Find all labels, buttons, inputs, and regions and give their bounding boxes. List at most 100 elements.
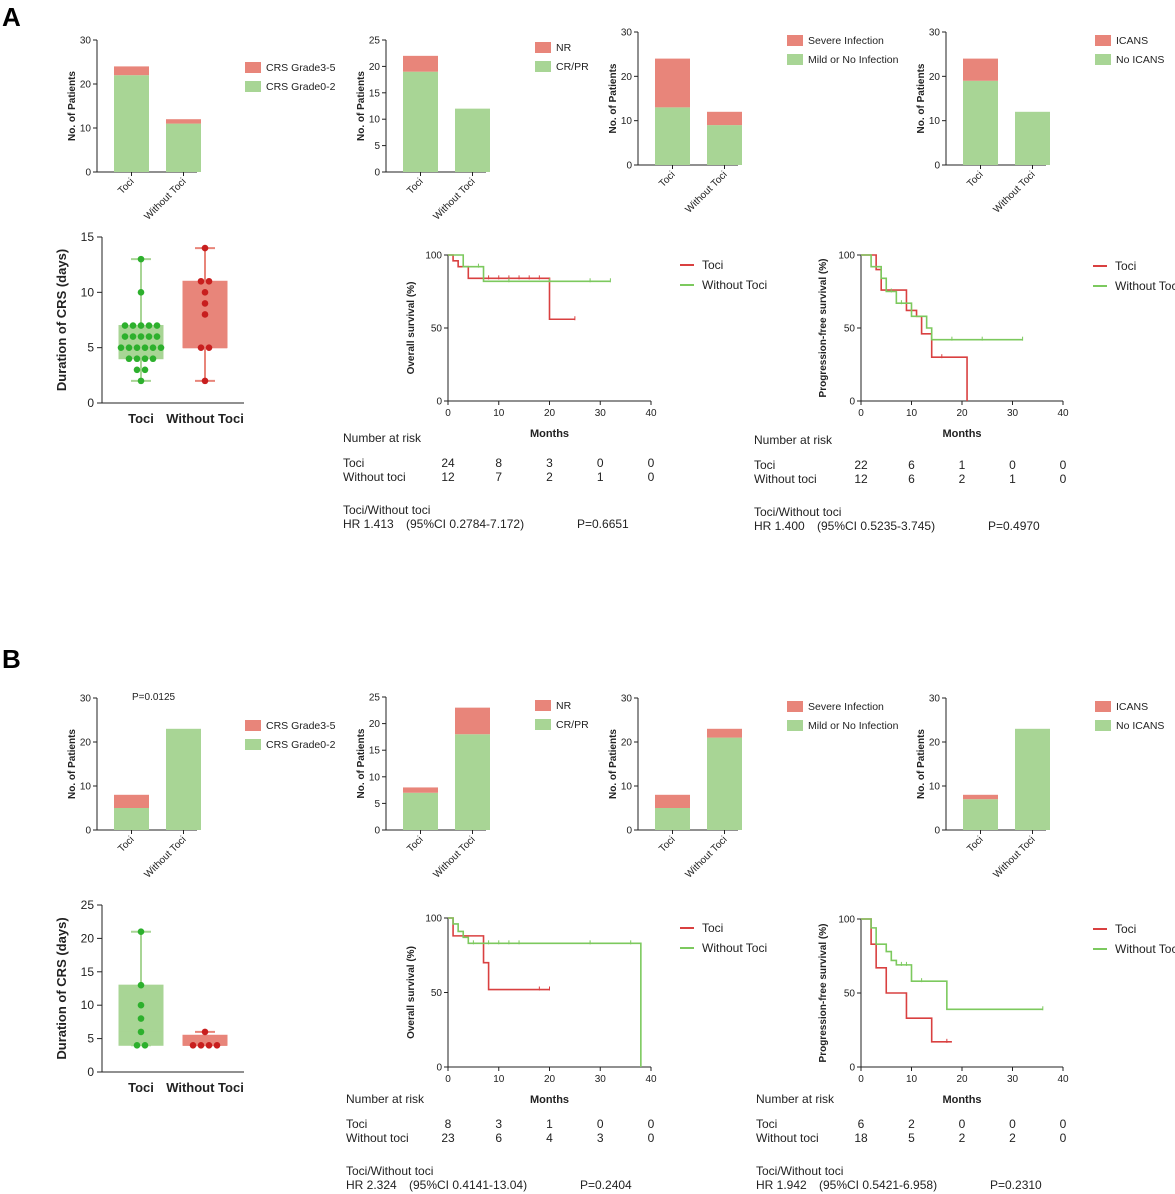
bar-without-toci-lower — [707, 125, 742, 165]
bar-without-toci-upper — [455, 707, 490, 735]
legend-label: CR/PR — [556, 61, 589, 73]
legend-label: Without Toci — [702, 941, 767, 955]
risk-table-title: Number at risk — [756, 1092, 835, 1106]
y-tick-label: 15 — [369, 746, 381, 757]
box-iqr — [118, 984, 164, 1046]
data-point — [137, 1015, 145, 1022]
risk-count: 8 — [445, 1117, 452, 1131]
confidence-interval: (95%CI 0.4141-13.04) — [409, 1178, 527, 1192]
risk-row-label: Without toci — [756, 1131, 819, 1145]
x-category-label: Toci — [128, 1080, 154, 1095]
risk-count: 6 — [908, 458, 915, 472]
risk-count: 1 — [959, 458, 966, 472]
legend-swatch-green — [787, 720, 803, 731]
x-axis-label: Months — [530, 428, 569, 440]
data-point — [129, 333, 137, 340]
data-point — [137, 1001, 145, 1009]
risk-count: 2 — [1009, 1131, 1016, 1145]
legend-label: No ICANS — [1116, 720, 1164, 732]
y-tick-label: 15 — [369, 88, 381, 99]
y-tick-label: 20 — [81, 931, 95, 945]
data-point — [201, 289, 209, 296]
legend-swatch-green — [1095, 54, 1111, 65]
data-point — [189, 1041, 197, 1049]
y-tick-label: 0 — [85, 168, 91, 179]
x-tick-label: 30 — [595, 408, 607, 419]
hr-comparison-label: Toci/Without toci — [756, 1164, 843, 1178]
bar-without-toci-lower — [1015, 728, 1050, 830]
y-tick-label: 50 — [844, 989, 856, 1000]
x-tick-label: 0 — [445, 408, 451, 419]
x-tick-label: 40 — [645, 1074, 657, 1085]
km-curve-toci — [448, 917, 550, 991]
x-tick-label: 20 — [544, 408, 556, 419]
bar-toci-lower — [114, 808, 149, 830]
x-category-label: Toci — [657, 834, 677, 854]
y-tick-label: 25 — [81, 898, 95, 912]
legend-label: CRS Grade0-2 — [266, 81, 336, 93]
km-curve-without-toci — [861, 918, 1043, 1011]
legend-label: ICANS — [1116, 701, 1148, 713]
hazard-ratio: HR 1.942 — [756, 1178, 807, 1192]
box-iqr — [118, 325, 164, 360]
y-tick-label: 10 — [929, 782, 941, 793]
risk-count: 1 — [597, 470, 604, 484]
data-point — [137, 377, 145, 385]
x-category-label: Without Toci — [683, 834, 729, 880]
y-tick-label: 100 — [838, 251, 855, 262]
y-axis-label: Overall survival (%) — [406, 282, 417, 375]
bar-toci-upper — [114, 66, 149, 76]
y-tick-label: 30 — [80, 36, 92, 47]
panel-letter: B — [2, 644, 21, 674]
bar-without-toci-lower — [455, 108, 490, 172]
risk-table-title: Number at risk — [346, 1092, 425, 1106]
data-point — [137, 1028, 145, 1036]
y-tick-label: 0 — [934, 161, 940, 172]
y-tick-label: 5 — [374, 141, 380, 152]
x-category-label: Toci — [657, 169, 677, 189]
y-axis-label: No. of Patients — [67, 71, 78, 141]
data-point — [153, 322, 161, 329]
y-tick-label: 10 — [621, 116, 633, 127]
risk-count: 5 — [908, 1131, 915, 1145]
legend-swatch-green — [1095, 720, 1111, 731]
bar-without-toci-lower — [166, 728, 201, 830]
risk-count: 12 — [441, 470, 455, 484]
risk-count: 1 — [546, 1117, 553, 1131]
y-tick-label: 10 — [369, 115, 381, 126]
risk-count: 6 — [495, 1131, 502, 1145]
y-tick-label: 0 — [374, 826, 380, 837]
risk-count: 1 — [1009, 472, 1016, 486]
risk-row-label: Without toci — [754, 472, 817, 486]
data-point — [205, 277, 213, 285]
legend-label: Without Toci — [1115, 279, 1175, 293]
p-value-annotation: P=0.0125 — [132, 692, 176, 703]
x-tick-label: 30 — [1007, 1074, 1019, 1085]
risk-count: 0 — [959, 1117, 966, 1131]
bar-toci-lower — [403, 792, 438, 830]
risk-count: 23 — [441, 1131, 455, 1145]
y-tick-label: 0 — [626, 161, 632, 172]
y-tick-label: 5 — [87, 341, 94, 355]
y-axis-label: No. of Patients — [608, 729, 619, 799]
risk-count: 2 — [908, 1117, 915, 1131]
bar-toci-upper — [114, 794, 149, 808]
risk-count: 0 — [597, 456, 604, 470]
risk-count: 0 — [1060, 1117, 1067, 1131]
risk-count: 2 — [959, 1131, 966, 1145]
legend-swatch-green — [245, 739, 261, 750]
legend-label: Toci — [702, 921, 723, 935]
risk-row-label: Toci — [346, 1117, 367, 1131]
risk-count: 0 — [1060, 458, 1067, 472]
bar-without-toci-lower — [455, 734, 490, 830]
data-point — [197, 1041, 205, 1049]
legend-label: CRS Grade3-5 — [266, 720, 336, 732]
risk-table-title: Number at risk — [343, 431, 422, 445]
y-axis-label: No. of Patients — [356, 71, 367, 141]
confidence-interval: (95%CI 0.5235-3.745) — [817, 519, 935, 533]
y-tick-label: 0 — [436, 1063, 442, 1074]
x-category-label: Toci — [116, 176, 136, 196]
x-tick-label: 40 — [645, 408, 657, 419]
hazard-ratio: HR 1.400 — [754, 519, 805, 533]
data-point — [133, 366, 141, 374]
